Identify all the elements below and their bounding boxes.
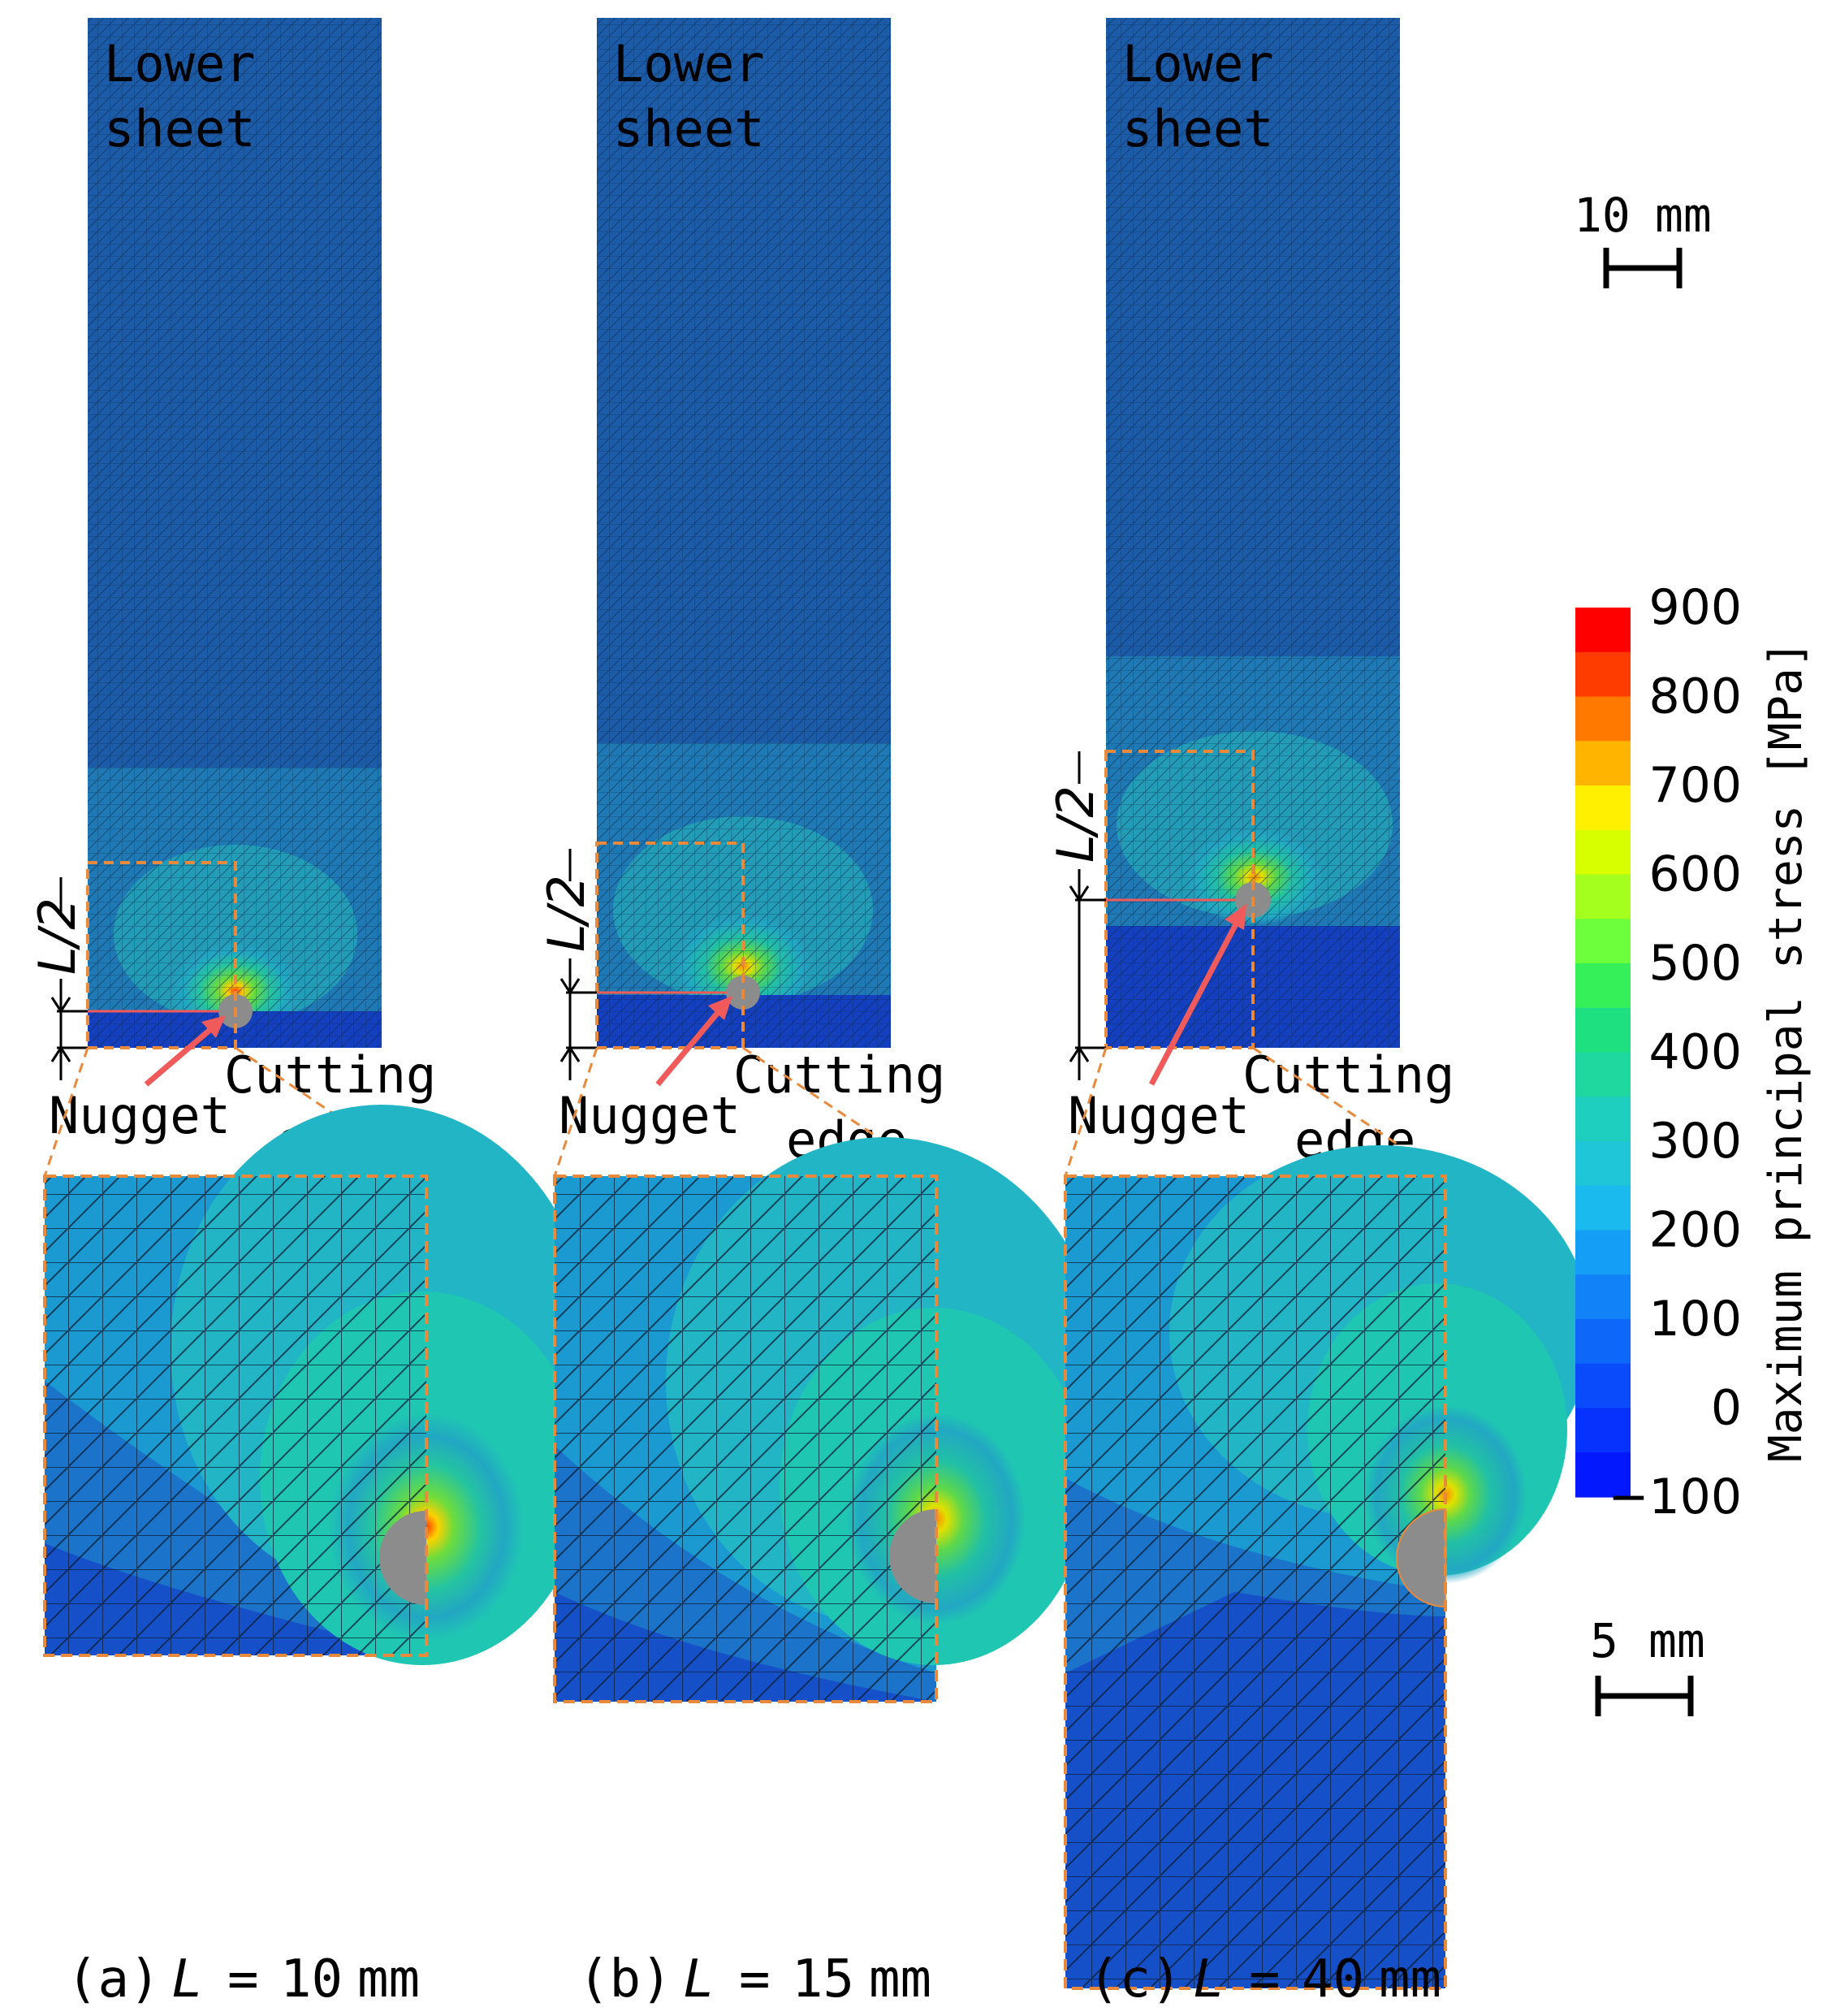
colorbar-tick-label: 800 [1648, 668, 1742, 725]
panel-b-sheet-label-2: sheet [613, 99, 765, 158]
caption-b-L: L [684, 1949, 713, 2010]
panel-b-nugget-arrow [655, 996, 732, 1087]
colorbar-tick-label: 900 [1648, 579, 1742, 636]
colorbar-swatch [1575, 696, 1631, 742]
panel-a-sheet-label-2: sheet [104, 99, 256, 158]
colorbar-ticks: 900 800 700 600 500 400 300 200 100 0 −100 [1608, 579, 1742, 1525]
colorbar: 900 800 700 600 500 400 300 200 100 0 −100 Maximum… [1575, 579, 1812, 1525]
scale-bar-top-unit: mm [1655, 188, 1712, 243]
caption-b-equals: = [739, 1949, 771, 2010]
colorbar-swatch [1575, 651, 1631, 698]
colorbar-tick-label: 600 [1648, 846, 1742, 903]
panel-c-dim-label: L/2 [1046, 785, 1105, 863]
colorbar-tick-label: 100 [1648, 1291, 1742, 1348]
panel-a-nugget-arrow [144, 1015, 226, 1087]
caption-a-unit: mm [357, 1949, 420, 2010]
colorbar-swatch [1575, 1274, 1631, 1320]
colorbar-swatch [1575, 741, 1631, 786]
colorbar-swatch [1575, 1319, 1631, 1365]
colorbar-swatch [1575, 1408, 1631, 1453]
colorbar-tick-label: 200 [1648, 1202, 1742, 1259]
colorbar-swatch [1575, 785, 1631, 831]
panel-c-sheet-label-1: Lower [1122, 34, 1274, 93]
colorbar-swatch [1575, 608, 1631, 653]
panel-c-sheet-label-2: sheet [1122, 99, 1274, 158]
colorbar-tick-label: 700 [1648, 757, 1742, 814]
scale-bar-bottom: 5 mm [1590, 1613, 1705, 1716]
scale-bar-top: 10 mm [1574, 188, 1712, 288]
colorbar-tick-label: 400 [1648, 1024, 1742, 1081]
colorbar-swatch [1575, 1097, 1631, 1142]
caption-a-L: L [172, 1949, 201, 2010]
panel-c-full-model: Lower sheet [1104, 18, 1400, 1049]
caption-a-value: 10 [280, 1949, 343, 2010]
panel-a-dimension: L/2 [28, 877, 88, 1080]
colorbar-swatch [1575, 1230, 1631, 1275]
panel-b-sheet-label-1: Lower [613, 34, 765, 93]
panel-a-zoom-view [43, 1105, 593, 1665]
caption-c-L: L [1194, 1949, 1223, 2010]
panel-b-zoom-view [553, 1137, 1104, 1703]
panel-b-zoom-connectors [553, 1046, 937, 1178]
colorbar-swatch [1575, 1363, 1631, 1409]
panel-b-dim-label: L/2 [537, 875, 596, 952]
panel-b-edge-label-1: Cutting [733, 1045, 945, 1105]
scale-bar-bottom-value: 5 [1590, 1613, 1618, 1668]
caption-b: (b) L = 15 mm [578, 1949, 931, 2010]
panel-c-mesh [1106, 18, 1400, 1048]
colorbar-title: Maximum principal stress [MPa] [1760, 641, 1812, 1462]
colorbar-tick-label: 300 [1648, 1113, 1742, 1170]
panel-c-zoom-view [1064, 1145, 1592, 1990]
caption-b-value: 15 [792, 1949, 854, 2010]
panel-a-mesh [88, 18, 382, 1048]
colorbar-swatch [1575, 963, 1631, 1009]
colorbar-swatch [1575, 1007, 1631, 1053]
panel-a-edge-label-1: Cutting [224, 1045, 436, 1105]
colorbar-tick-label: 500 [1648, 935, 1742, 992]
colorbar-swatch [1575, 1141, 1631, 1187]
colorbar-swatch [1575, 919, 1631, 964]
caption-c-unit: mm [1379, 1949, 1441, 2010]
panel-b-nugget-label: Nugget [559, 1086, 741, 1145]
caption-c: (c) L = 40 mm [1088, 1949, 1441, 2010]
panel-c-dimension: L/2 [1046, 751, 1106, 1080]
caption-a-label: (a) [67, 1949, 161, 2010]
panel-c-nugget-arrow [1148, 904, 1246, 1086]
colorbar-swatch [1575, 1185, 1631, 1231]
colorbar-swatch [1575, 1452, 1631, 1498]
scale-bar-top-value: 10 [1574, 188, 1631, 243]
caption-a: (a) L = 10 mm [67, 1949, 420, 2010]
panel-c-zoom-connectors [1064, 1046, 1446, 1178]
panel-b-full-model: Lower sheet [595, 18, 891, 1049]
caption-b-label: (b) [578, 1949, 672, 2010]
caption-a-equals: = [227, 1949, 259, 2010]
caption-c-equals: = [1249, 1949, 1281, 2010]
caption-c-value: 40 [1302, 1949, 1364, 2010]
caption-c-label: (c) [1088, 1949, 1182, 2010]
panel-c-edge-label-1: Cutting [1242, 1045, 1454, 1105]
scale-bar-bottom-unit: mm [1648, 1613, 1705, 1668]
panel-a-dim-label: L/2 [28, 898, 87, 975]
panel-b-dimension: L/2 [537, 849, 597, 1080]
caption-b-unit: mm [869, 1949, 931, 2010]
colorbar-swatch [1575, 829, 1631, 876]
colorbar-swatches [1575, 608, 1631, 1498]
colorbar-tick-label: −100 [1608, 1469, 1742, 1525]
panel-c-nugget-label: Nugget [1068, 1086, 1250, 1145]
colorbar-swatch [1575, 874, 1631, 919]
panel-b-zoom-box [595, 841, 745, 1049]
panel-a-full-model: Lower sheet [86, 18, 382, 1049]
panel-a-sheet-label-1: Lower [104, 34, 256, 93]
colorbar-swatch [1575, 1052, 1631, 1097]
panel-a-nugget-label: Nugget [49, 1086, 231, 1145]
panel-a-zoom-box [86, 861, 237, 1049]
colorbar-tick-label: 0 [1711, 1380, 1742, 1437]
